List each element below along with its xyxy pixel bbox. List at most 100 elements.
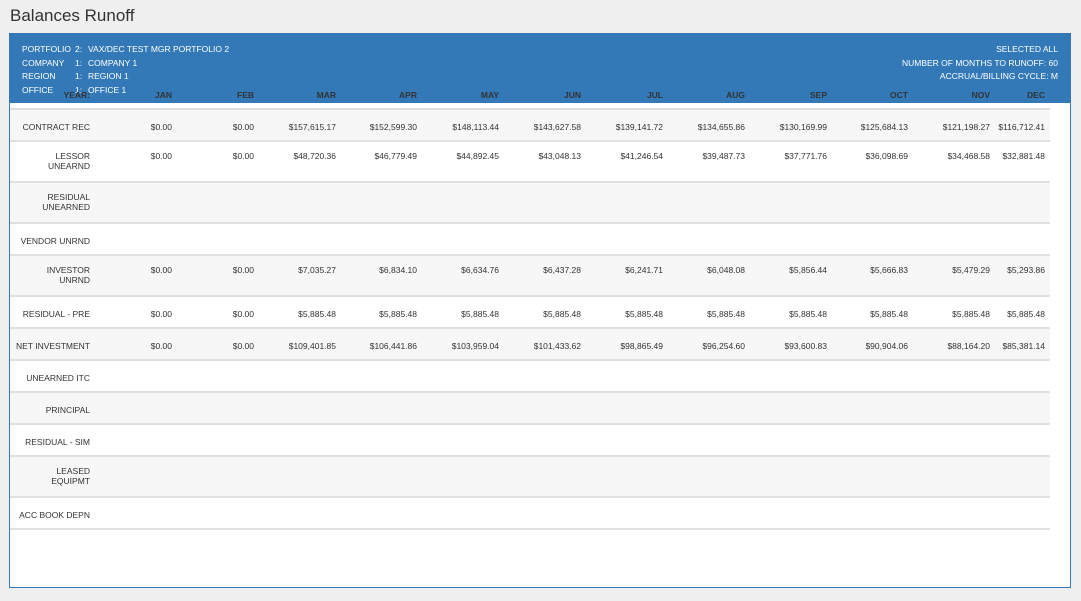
table-cell: $5,885.48 <box>298 309 336 319</box>
table-cell: $148,113.44 <box>452 122 499 132</box>
table-cell: $6,634.76 <box>461 265 499 275</box>
filter-number: 1: <box>75 84 83 95</box>
table-cell: $6,437.28 <box>543 265 581 275</box>
table-cell: $46,779.49 <box>374 151 417 161</box>
table-cell: $36,098.69 <box>865 151 908 161</box>
months-to-runoff-text: NUMBER OF MONTHS TO RUNOFF: 60 <box>901 57 1058 68</box>
report-settings: SELECTED ALL NUMBER OF MONTHS TO RUNOFF:… <box>902 43 1058 84</box>
table-cell: $5,479.29 <box>952 265 990 275</box>
month-header-jun: JUN <box>563 90 581 100</box>
month-header-feb: FEB <box>237 90 254 100</box>
table-cell: $152,599.30 <box>369 122 417 132</box>
row-label-line: CONTRACT REC <box>22 122 90 132</box>
table-cell: $139,141.72 <box>615 122 663 132</box>
table-cell: $0.00 <box>150 122 172 132</box>
filter-label: COMPANY <box>22 57 65 68</box>
table-cell: $0.00 <box>232 341 254 351</box>
table-cell: $5,666.83 <box>870 265 908 275</box>
row-label-line: EQUIPMT <box>51 476 90 486</box>
filter-value: REGION 1 <box>88 71 129 81</box>
table-cell: $5,885.48 <box>625 309 663 319</box>
row-label-line: RESIDUAL - PRE <box>22 309 90 319</box>
row-label-line: RESIDUAL - SIM <box>25 437 90 447</box>
row-label-line: VENDOR UNRND <box>20 236 90 246</box>
row-label-line: UNRND <box>59 275 90 285</box>
row-label: UNEARNED ITC <box>10 373 90 383</box>
row-label-line: UNEARNED ITC <box>26 373 90 383</box>
table-cell: $5,885.48 <box>870 309 908 319</box>
month-header-may: MAY <box>480 90 499 100</box>
accrual-billing-cycle-text: ACCRUAL/BILLING CYCLE: M <box>939 71 1058 81</box>
table-cell: $93,600.83 <box>784 341 827 351</box>
table-cell: $5,885.48 <box>952 309 990 319</box>
row-label-line: LESSOR <box>55 151 91 161</box>
table-cell: $5,856.44 <box>789 265 827 275</box>
table-cell: $39,487.73 <box>702 151 745 161</box>
table-cell: $0.00 <box>232 265 254 275</box>
page-title: Balances Runoff <box>10 6 135 25</box>
row-label-line: NET INVESTMENT <box>16 341 90 351</box>
table-cell: $0.00 <box>150 151 172 161</box>
row-label: LEASED EQUIPMT <box>10 466 90 486</box>
row-label: PRINCIPAL <box>10 405 90 415</box>
filter-value: OFFICE 1 <box>88 84 127 95</box>
table-cell: $116,712.41 <box>998 122 1045 132</box>
month-header-aug: AUG <box>726 90 745 100</box>
table-cell: $5,885.48 <box>543 309 581 319</box>
table-cell: $41,246.54 <box>620 151 663 161</box>
filter-number: 1: <box>75 71 83 81</box>
month-header-oct: OCT <box>890 90 908 100</box>
table-cell: $106,441.86 <box>369 341 417 351</box>
month-header-apr: APR <box>399 90 417 100</box>
table-cell: $157,615.17 <box>288 122 336 132</box>
month-header-nov: NOV <box>971 90 990 100</box>
filter-region: REGION 1: REGION 1 <box>22 70 229 84</box>
table-cell: $5,885.48 <box>1007 309 1045 319</box>
table-cell: $121,198.27 <box>942 122 990 132</box>
filter-value: VAX/DEC TEST MGR PORTFOLIO 2 <box>88 44 230 54</box>
month-header-dec: DEC <box>1027 90 1045 100</box>
filter-office: OFFICE 1: OFFICE 1 <box>22 84 229 98</box>
row-label: INVESTOR UNRND <box>10 265 90 285</box>
filter-number: 1: <box>75 57 83 68</box>
table-row: PRINCIPAL <box>10 393 1050 425</box>
table-row: RESIDUAL - SIM <box>10 425 1050 457</box>
row-label-line: UNEARND <box>47 161 90 171</box>
row-label-line: ACC BOOK DEPN <box>19 510 90 520</box>
row-label: CONTRACT REC <box>10 122 90 132</box>
filter-label: OFFICE <box>22 84 54 95</box>
row-label-line: RESIDUAL <box>47 192 90 202</box>
table-cell: $6,048.08 <box>707 265 745 275</box>
filter-label: REGION <box>22 71 56 81</box>
table-cell: $0.00 <box>150 265 172 275</box>
filter-number: 2: <box>75 44 83 54</box>
table-row: ACC BOOK DEPN <box>10 498 1050 530</box>
row-label-line: INVESTOR <box>46 265 90 275</box>
row-label: NET INVESTMENT <box>10 341 90 351</box>
table-header-row: YEAR: JAN FEB MAR APR MAY JUN JUL AUG SEP OCT NOV D… <box>10 80 1050 110</box>
table-cell: $7,035.27 <box>298 265 336 275</box>
row-label: RESIDUAL - PRE <box>10 309 90 319</box>
runoff-table: YEAR: JAN FEB MAR APR MAY JUN JUL AUG SEP OCT NOV D… <box>10 80 1050 530</box>
year-label: YEAR: <box>63 90 90 100</box>
month-header-jan: JAN <box>154 90 172 100</box>
month-header-jul: JUL <box>646 90 663 100</box>
table-cell: $44,892.45 <box>456 151 499 161</box>
table-cell: $5,885.48 <box>707 309 745 319</box>
report-header: PORTFOLIO 2: VAX/DEC TEST MGR PORTFOLIO 2 … <box>10 34 1070 103</box>
table-cell: $6,834.10 <box>379 265 417 275</box>
table-cell: $109,401.85 <box>288 341 336 351</box>
table-row: NET INVESTMENT $0.00 $0.00 $109,401.85 $106,… <box>10 329 1050 361</box>
table-cell: $101,433.62 <box>533 341 581 351</box>
table-row: CONTRACT REC $0.00 $0.00 $157,615.17 $152,59… <box>10 110 1050 142</box>
table-cell: $0.00 <box>150 341 172 351</box>
row-label: RESIDUAL - SIM <box>10 437 90 447</box>
table-cell: $48,720.36 <box>293 151 336 161</box>
table-cell: $37,771.76 <box>784 151 827 161</box>
table-cell: $125,684.13 <box>860 122 908 132</box>
table-cell: $5,885.48 <box>379 309 417 319</box>
report-filters: PORTFOLIO 2: VAX/DEC TEST MGR PORTFOLIO 2 … <box>22 43 229 97</box>
row-label: RESIDUAL UNEARNED <box>10 192 90 212</box>
table-cell: $5,293.86 <box>1007 265 1045 275</box>
table-cell: $103,959.04 <box>451 341 499 351</box>
